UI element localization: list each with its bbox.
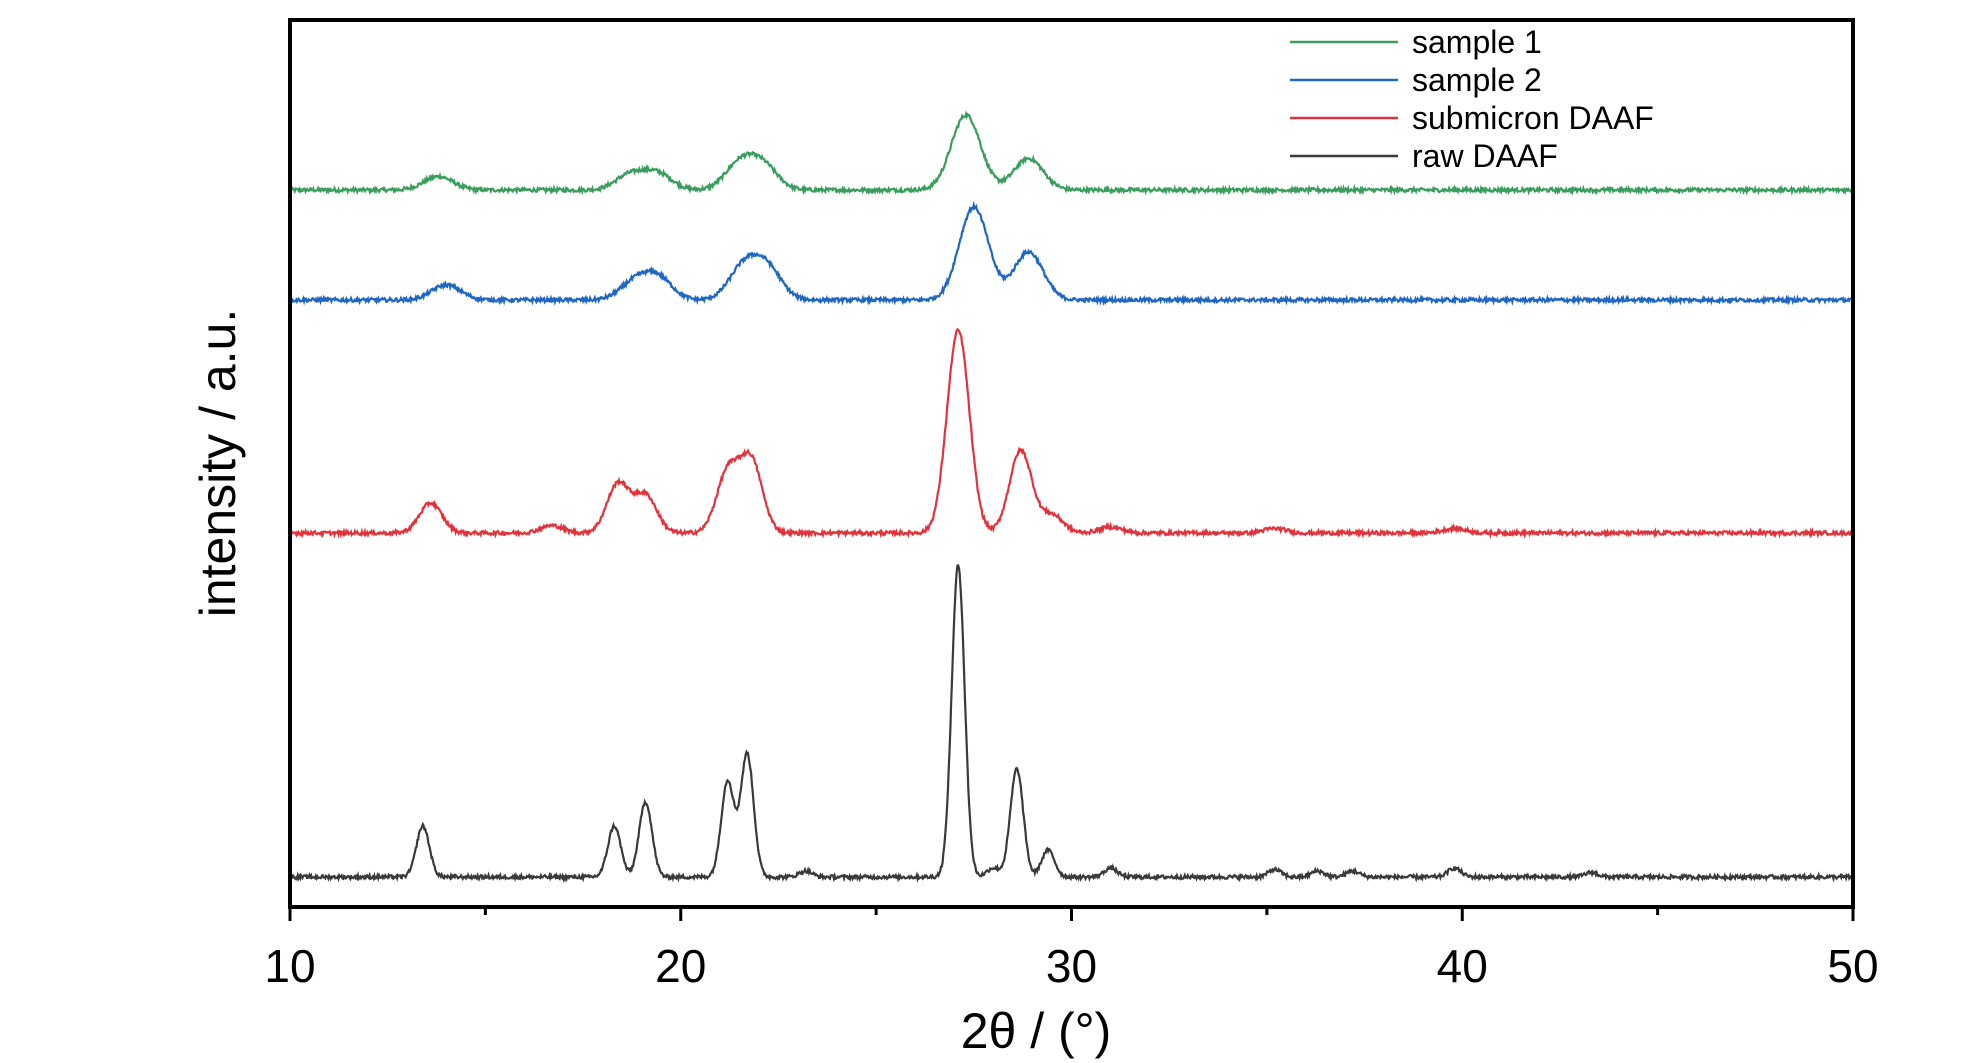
legend-label: submicron DAAF <box>1412 100 1654 136</box>
x-tick-label-40: 40 <box>1437 940 1488 992</box>
series-line-2 <box>289 200 1854 307</box>
series-line-1 <box>289 110 1854 196</box>
x-tick-label-50: 50 <box>1827 940 1878 992</box>
legend-label: sample 2 <box>1412 62 1542 98</box>
legend-label: sample 1 <box>1412 24 1542 60</box>
legend-item-2: sample 2 <box>1290 62 1542 98</box>
plot-frame <box>288 18 1855 909</box>
y-axis-title: intensity / a.u. <box>190 309 246 618</box>
series-layer <box>288 110 1855 883</box>
x-tick-label-20: 20 <box>655 940 706 992</box>
series-line-4 <box>288 564 1854 883</box>
legend-label: raw DAAF <box>1412 138 1558 174</box>
x-tick-label-10: 10 <box>264 940 315 992</box>
legend-item-1: sample 1 <box>1290 24 1542 60</box>
x-axis-ticks: 10 20 30 40 50 <box>264 907 1879 992</box>
legend-item-3: submicron DAAF <box>1290 100 1654 136</box>
x-tick-label-30: 30 <box>1046 940 1097 992</box>
x-axis-title: 2θ / (°) <box>961 1003 1112 1059</box>
legend-item-4: raw DAAF <box>1290 138 1558 174</box>
series-line-3 <box>288 327 1855 540</box>
